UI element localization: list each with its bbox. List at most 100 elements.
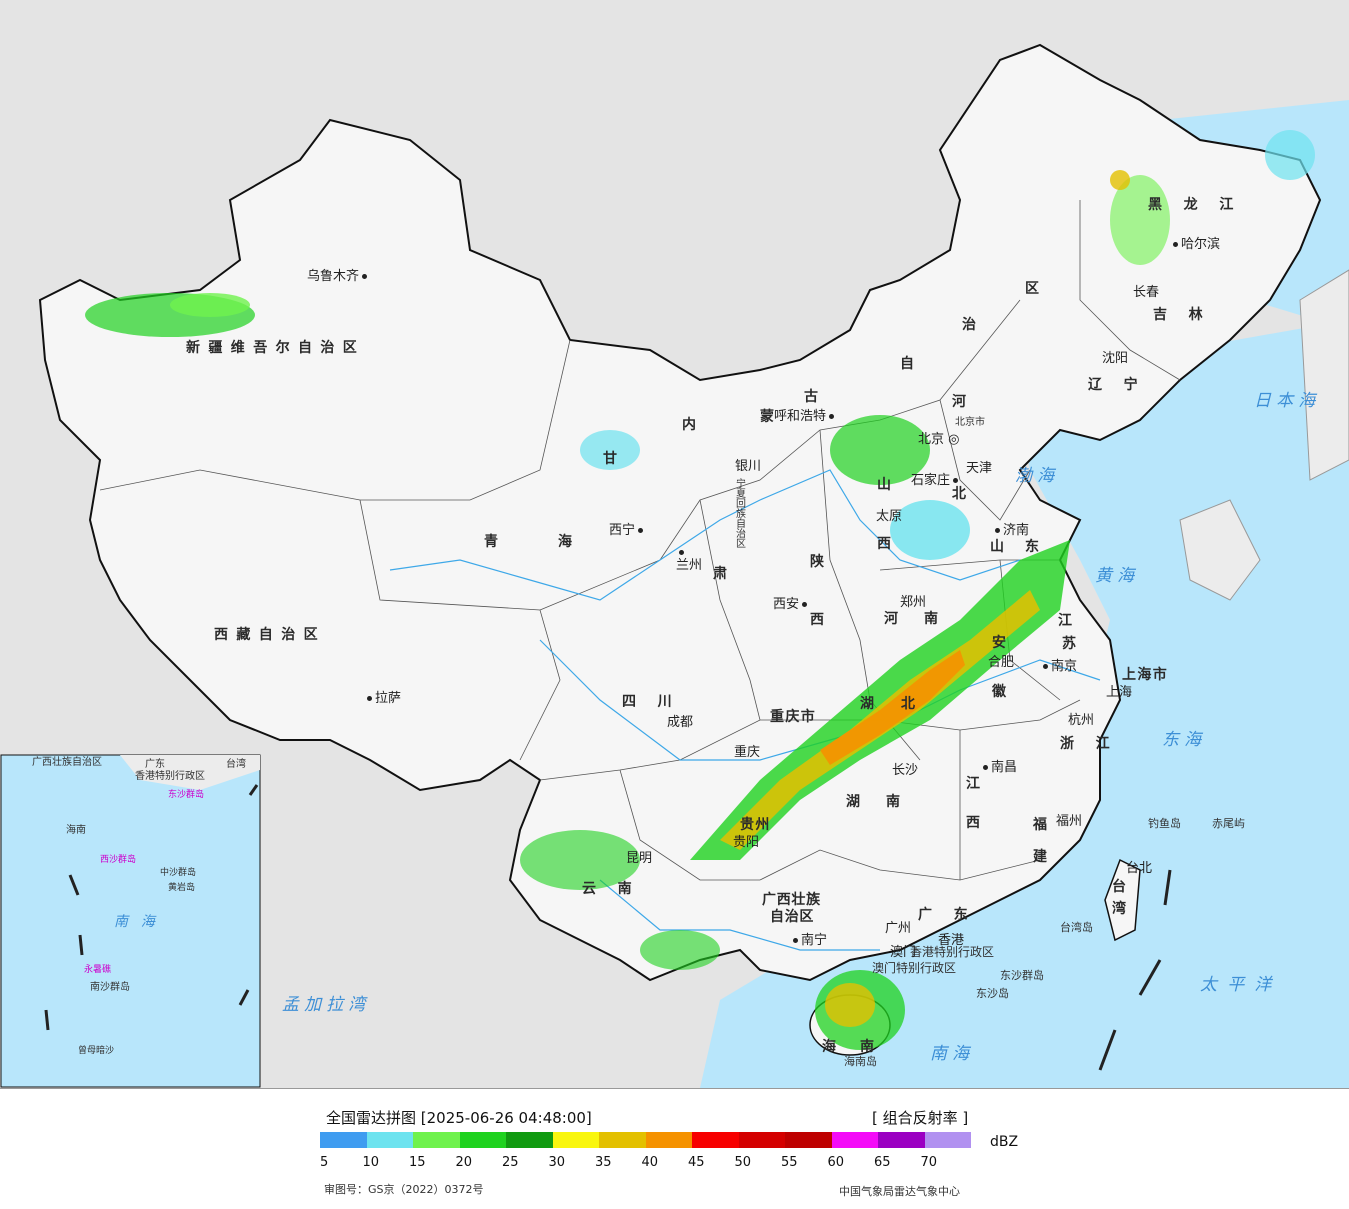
city-harbin: 哈尔滨 — [1170, 238, 1220, 251]
city-tianjin: 天津 — [966, 461, 993, 476]
map-review-number: 审图号：GS京（2022）0372号 — [324, 1183, 484, 1196]
label-yunnan: 云 南 — [582, 881, 641, 897]
legend-product: [ 组合反射率 ] — [872, 1109, 969, 1127]
label-jiangsu-1: 江 — [1058, 613, 1081, 629]
label-neimeng-3: 古 — [804, 389, 827, 405]
label-xizang: 西藏自治区 — [214, 627, 326, 643]
label-qinghai-1: 青 — [484, 534, 507, 550]
inset-zengmu: 曾母暗沙 — [78, 1046, 115, 1056]
inset-yongshu: 永暑礁 — [84, 965, 112, 975]
city-jinan: 济南 — [992, 524, 1029, 537]
inset-dongsha: 东沙群岛 — [168, 790, 205, 800]
scale-tick-label: 20 — [455, 1155, 473, 1170]
scale-tick-label: 65 — [874, 1155, 891, 1170]
inset-south-china-sea — [0, 754, 261, 1088]
city-chengdu: 成都 — [667, 715, 694, 730]
inset-taiwan: 台湾 — [226, 759, 246, 770]
label-hebei-2: 北 — [952, 486, 975, 502]
color-scale-bar — [320, 1132, 971, 1148]
scale-tick-label: 30 — [548, 1155, 566, 1170]
city-hongkong: 香港 — [938, 933, 965, 948]
island-taiwan-dao: 台湾岛 — [1060, 921, 1093, 934]
scale-tick-label: 15 — [409, 1155, 426, 1170]
inset-guangdong: 广东 — [145, 759, 165, 770]
color-swatch — [924, 1132, 971, 1148]
island-diaoyu: 钓鱼岛 — [1148, 817, 1181, 830]
city-hangzhou: 杭州 — [1068, 713, 1095, 728]
legend-panel: 全国雷达拼图 [2025-06-26 04:48:00] [ 组合反射率 ] d… — [0, 1088, 1349, 1209]
city-yinchuan: 银川 — [735, 459, 762, 474]
data-source: 中国气象局雷达气象中心 — [839, 1185, 960, 1198]
color-swatch — [552, 1132, 599, 1148]
label-guangxi-2: 自治区 — [770, 909, 815, 925]
city-changchun: 长春 — [1133, 285, 1160, 300]
label-hainan-2: 南 — [860, 1039, 883, 1055]
label-shandong-2: 东 — [1025, 539, 1048, 555]
color-swatch — [645, 1132, 692, 1148]
label-macau-sar: 澳门特别行政区 — [872, 961, 957, 975]
radar-echoes — [85, 130, 1315, 1050]
legend-title: 全国雷达拼图 [2025-06-26 04:48:00] — [326, 1109, 592, 1127]
legend-unit: dBZ — [990, 1134, 1019, 1150]
inset-nansha: 南沙群岛 — [90, 982, 130, 993]
label-neimeng-2: 蒙 — [760, 409, 783, 425]
map-canvas — [0, 0, 1349, 1088]
sea-nanhai: 南海 — [930, 1044, 975, 1064]
sea-donghai: 东海 — [1162, 730, 1207, 750]
label-qinghai-2: 海 — [558, 534, 581, 550]
city-urumqi: 乌鲁木齐 — [307, 270, 370, 283]
label-jilin: 吉 林 — [1153, 307, 1212, 323]
scale-tick-label: 60 — [827, 1155, 845, 1170]
label-taiwan-2: 湾 — [1112, 901, 1135, 917]
city-zhengzhou: 郑州 — [900, 595, 927, 610]
label-shanghai-prov: 上海市 — [1122, 667, 1169, 683]
city-guangzhou: 广州 — [885, 921, 912, 936]
city-nanning: 南宁 — [790, 934, 827, 947]
city-lanzhou: 兰州 — [676, 546, 702, 572]
label-guangdong: 广 东 — [918, 907, 977, 923]
label-liaoning: 辽 宁 — [1088, 377, 1147, 393]
city-shijiazhuang: 石家庄 — [911, 474, 961, 487]
city-hefei: 合肥 — [988, 655, 1015, 670]
city-guiyang: 贵阳 — [733, 835, 760, 850]
label-shandong-1: 山 — [990, 539, 1013, 555]
scale-tick-label: 50 — [734, 1155, 752, 1170]
label-hebei-1: 河 — [952, 394, 975, 410]
city-xining: 西宁 — [609, 524, 646, 537]
inset-hk: 香港特别行政区 — [135, 771, 205, 782]
sea-mengjiala: 孟加拉湾 — [282, 995, 371, 1015]
city-lhasa: 拉萨 — [364, 692, 401, 705]
label-gansu-2: 肃 — [713, 566, 736, 582]
label-hubei-2: 北 — [901, 696, 924, 712]
label-henan-1: 河 — [884, 611, 907, 627]
inset-zhongsha: 中沙群岛 — [160, 868, 197, 878]
city-xian: 西安 — [773, 598, 810, 611]
sea-riben: 日本海 — [1254, 391, 1321, 411]
city-taiyuan: 太原 — [876, 509, 903, 524]
label-henan-2: 南 — [924, 611, 947, 627]
label-fujian-2: 建 — [1033, 849, 1056, 865]
color-scale-ticks: 5 10 15 20 25 30 35 40 45 50 55 60 65 70 — [300, 1155, 980, 1171]
label-neimeng-1: 内 — [682, 417, 705, 433]
scale-tick-label: 35 — [595, 1155, 612, 1170]
label-heilongjiang: 黑 龙 江 — [1148, 197, 1242, 213]
city-shanghai: 上海 — [1106, 685, 1133, 700]
label-xinjiang: 新疆维吾尔自治区 — [186, 340, 366, 356]
color-swatch — [692, 1132, 739, 1148]
label-sichuan: 四 川 — [622, 694, 681, 710]
city-kunming: 昆明 — [626, 851, 653, 866]
label-anhui-2: 徽 — [992, 684, 1015, 700]
scale-tick-label: 5 — [320, 1155, 329, 1170]
label-shanxi-2: 西 — [877, 536, 900, 552]
label-guangxi-1: 广西壮族 — [762, 892, 821, 908]
label-shaanxi-1: 陕 — [810, 554, 833, 570]
label-beijing-prov: 北京 ◎ — [918, 432, 960, 447]
color-swatch — [506, 1132, 553, 1148]
city-hohhot: 呼和浩特 — [774, 410, 837, 423]
label-shaanxi-2: 西 — [810, 612, 833, 628]
city-changsha: 长沙 — [892, 763, 919, 778]
scale-tick-label: 55 — [781, 1155, 798, 1170]
label-hunan-2: 南 — [886, 794, 909, 810]
scale-tick-label: 10 — [362, 1155, 380, 1170]
city-macau: 澳门 — [890, 945, 917, 960]
